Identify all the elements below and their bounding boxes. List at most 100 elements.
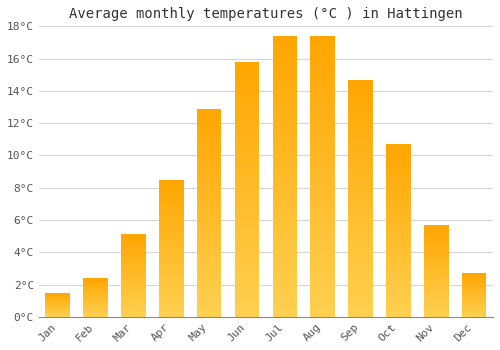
Bar — [386, 286, 410, 287]
Bar — [197, 150, 222, 151]
Bar — [386, 307, 410, 308]
Bar — [234, 267, 260, 268]
Bar — [234, 308, 260, 309]
Bar — [159, 185, 184, 186]
Bar — [310, 202, 335, 203]
Bar — [272, 193, 297, 195]
Bar — [234, 99, 260, 100]
Bar — [310, 216, 335, 217]
Bar — [159, 249, 184, 250]
Bar — [272, 210, 297, 211]
Bar — [310, 89, 335, 91]
Bar — [234, 309, 260, 310]
Bar — [159, 223, 184, 224]
Bar — [121, 249, 146, 250]
Bar — [386, 236, 410, 237]
Bar — [234, 158, 260, 159]
Bar — [272, 278, 297, 279]
Bar — [272, 71, 297, 72]
Bar — [386, 276, 410, 277]
Bar — [386, 225, 410, 226]
Bar — [348, 164, 373, 165]
Bar — [310, 251, 335, 252]
Bar — [234, 146, 260, 147]
Bar — [234, 148, 260, 150]
Bar — [386, 300, 410, 301]
Bar — [310, 95, 335, 96]
Bar — [159, 206, 184, 207]
Bar — [197, 239, 222, 240]
Bar — [272, 140, 297, 141]
Bar — [234, 141, 260, 142]
Bar — [234, 67, 260, 68]
Bar — [121, 297, 146, 298]
Bar — [272, 237, 297, 238]
Bar — [424, 225, 448, 226]
Bar — [386, 303, 410, 304]
Bar — [386, 165, 410, 166]
Bar — [424, 251, 448, 252]
Bar — [234, 109, 260, 110]
Bar — [197, 112, 222, 113]
Bar — [272, 271, 297, 272]
Bar — [310, 303, 335, 304]
Bar — [197, 143, 222, 144]
Bar — [272, 254, 297, 255]
Bar — [197, 287, 222, 288]
Bar — [159, 219, 184, 220]
Bar — [310, 225, 335, 227]
Bar — [159, 199, 184, 200]
Bar — [234, 183, 260, 184]
Bar — [197, 171, 222, 172]
Bar — [310, 245, 335, 247]
Bar — [121, 264, 146, 265]
Bar — [348, 284, 373, 285]
Bar — [348, 183, 373, 184]
Bar — [386, 290, 410, 291]
Bar — [386, 235, 410, 236]
Bar — [272, 311, 297, 313]
Bar — [348, 106, 373, 107]
Bar — [159, 182, 184, 183]
Bar — [310, 193, 335, 195]
Bar — [197, 251, 222, 252]
Bar — [348, 260, 373, 261]
Bar — [310, 153, 335, 154]
Bar — [197, 302, 222, 303]
Bar — [386, 311, 410, 312]
Bar — [386, 252, 410, 253]
Bar — [272, 235, 297, 237]
Bar — [234, 77, 260, 78]
Bar — [159, 298, 184, 299]
Bar — [234, 265, 260, 266]
Bar — [121, 235, 146, 236]
Bar — [310, 36, 335, 37]
Bar — [348, 118, 373, 119]
Bar — [272, 60, 297, 61]
Bar — [159, 294, 184, 295]
Bar — [310, 96, 335, 98]
Bar — [272, 79, 297, 81]
Bar — [386, 154, 410, 155]
Bar — [386, 246, 410, 247]
Bar — [272, 92, 297, 93]
Bar — [386, 281, 410, 282]
Bar — [234, 76, 260, 77]
Bar — [272, 178, 297, 179]
Bar — [310, 315, 335, 317]
Bar — [159, 231, 184, 232]
Bar — [197, 128, 222, 130]
Bar — [424, 294, 448, 295]
Bar — [310, 223, 335, 224]
Bar — [159, 305, 184, 306]
Bar — [424, 239, 448, 240]
Bar — [310, 289, 335, 290]
Bar — [424, 230, 448, 231]
Bar — [386, 150, 410, 151]
Bar — [310, 93, 335, 95]
Bar — [121, 247, 146, 248]
Bar — [159, 215, 184, 216]
Bar — [159, 207, 184, 208]
Bar — [386, 312, 410, 313]
Bar — [197, 217, 222, 218]
